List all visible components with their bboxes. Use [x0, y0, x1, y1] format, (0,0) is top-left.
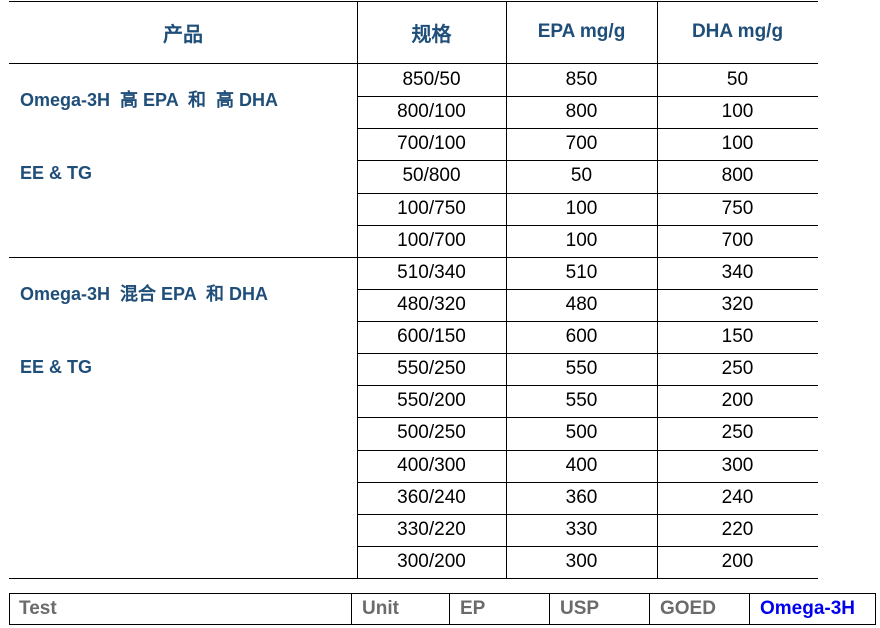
spec-cell: 850/50	[402, 69, 461, 90]
row-divider	[357, 385, 818, 386]
epa-cell: 300	[565, 550, 598, 572]
col-omega3h: Omega-3H	[760, 598, 856, 619]
dha-cell: 250	[721, 358, 754, 380]
epa-cell: 600	[565, 326, 598, 347]
epa-cell: 550	[565, 390, 598, 412]
spec-cell: 550/200	[397, 390, 466, 412]
dha-cell: 750	[721, 197, 754, 219]
dha-cell: 100	[721, 133, 754, 155]
header-product: 产品	[163, 23, 203, 46]
epa-cell: 550	[565, 358, 598, 380]
row-divider	[357, 289, 818, 290]
header-epa: EPA mg/g	[537, 21, 626, 42]
standards-table-border	[9, 593, 876, 625]
row-divider	[357, 128, 818, 129]
dha-cell: 250	[721, 422, 754, 444]
row-divider	[357, 321, 818, 322]
row-divider	[357, 96, 818, 97]
epa-cell: 850	[565, 69, 598, 90]
row-divider	[357, 417, 818, 418]
header-divider	[9, 63, 818, 64]
col-goed: GOED	[650, 593, 750, 625]
spec-cell: 360/240	[397, 486, 466, 508]
dha-cell: 700	[721, 229, 754, 251]
epa-cell: 480	[565, 293, 598, 315]
dha-cell: 100	[721, 101, 754, 123]
spec-cell: 600/150	[397, 326, 466, 347]
epa-cell: 500	[565, 422, 598, 444]
dha-cell: 200	[721, 550, 754, 572]
product-form-high: EE & TG	[20, 163, 93, 183]
header-spec: 规格	[411, 23, 452, 46]
dha-cell: 240	[721, 486, 754, 508]
dha-cell: 300	[721, 454, 754, 476]
epa-cell: 800	[565, 101, 598, 123]
epa-cell: 330	[565, 518, 598, 540]
spec-cell: 50/800	[402, 165, 461, 187]
spec-cell: 330/220	[397, 518, 466, 540]
row-divider	[357, 160, 818, 161]
row-divider	[357, 450, 818, 451]
product-form-mixed: EE & TG	[20, 357, 93, 377]
dha-cell: 150	[721, 326, 754, 347]
spec-cell: 480/320	[397, 293, 466, 315]
spec-cell: 800/100	[397, 101, 466, 123]
col-ep: EP	[450, 593, 550, 625]
epa-cell: 510	[565, 261, 598, 283]
spec-cell: 510/340	[397, 261, 466, 283]
table-bottom-border	[9, 578, 818, 579]
group-divider	[9, 257, 818, 258]
row-divider	[357, 546, 818, 547]
dha-cell: 340	[721, 261, 754, 283]
dha-cell: 200	[721, 390, 754, 412]
epa-cell: 50	[570, 165, 593, 187]
epa-cell: 400	[565, 454, 598, 476]
row-divider	[357, 514, 818, 515]
spec-cell: 300/200	[397, 550, 466, 572]
col-test: Test	[9, 593, 352, 625]
col-unit: Unit	[352, 593, 450, 625]
epa-cell: 100	[565, 197, 598, 219]
epa-cell: 100	[565, 229, 598, 251]
epa-cell: 360	[565, 486, 598, 508]
dha-cell: 320	[721, 293, 754, 315]
col-usp: USP	[550, 593, 650, 625]
spec-cell: 550/250	[397, 358, 466, 380]
product-name-high: Omega-3H 高 EPA 和 高 DHA	[20, 90, 279, 110]
row-divider	[357, 193, 818, 194]
product-name-mixed: Omega-3H 混合 EPA 和 DHA	[20, 284, 269, 304]
dha-cell: 220	[721, 518, 754, 540]
header-dha: DHA mg/g	[691, 21, 784, 42]
table-top-border	[9, 1, 818, 2]
spec-cell: 100/700	[397, 229, 466, 251]
dha-cell: 800	[721, 165, 754, 187]
spec-cell: 700/100	[397, 133, 466, 155]
spec-cell: 100/750	[397, 197, 466, 219]
row-divider	[357, 482, 818, 483]
epa-cell: 700	[565, 133, 598, 155]
dha-cell: 50	[726, 69, 749, 90]
spec-cell: 500/250	[397, 422, 466, 444]
row-divider	[357, 225, 818, 226]
spec-cell: 400/300	[397, 454, 466, 476]
row-divider	[357, 353, 818, 354]
